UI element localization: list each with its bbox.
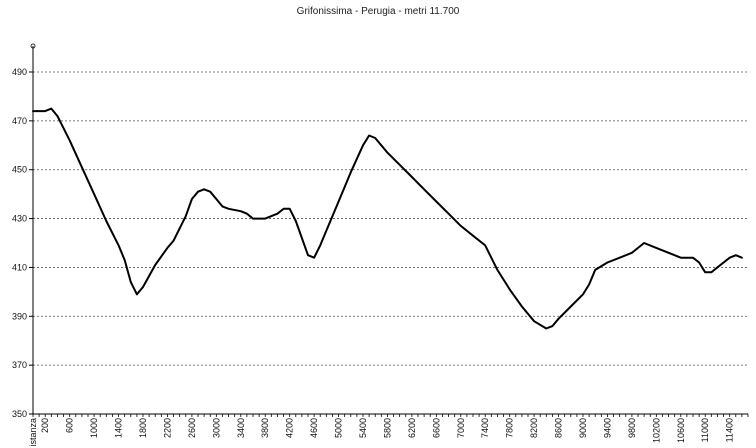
y-tick-label: 390 [12, 311, 27, 321]
x-tick-labels: istanza 200 600 1000 1400 1800 2200 2600 3000 340… [28, 418, 735, 447]
chart-title: Grifonissima - Perugia - metri 11.700 [296, 6, 460, 17]
x-tick-label: 10200 [651, 418, 661, 443]
y-tick-labels: 350 370 390 410 430 450 470 490 [12, 67, 27, 419]
x-tick-label: istanza [28, 418, 38, 447]
x-tick-label: 7000 [456, 418, 466, 438]
series-line-0 [32, 107, 743, 330]
grid-lines [33, 71, 748, 366]
x-tick-label: 5000 [334, 418, 344, 438]
x-tick-label: 4200 [285, 418, 295, 438]
x-tick-label: 4600 [309, 418, 319, 438]
x-tick-label: 6200 [407, 418, 417, 438]
x-tick-label: 600 [65, 418, 75, 433]
y-tick-label: 470 [12, 116, 27, 126]
x-tick-label: 2600 [187, 418, 197, 438]
y-tick-label: 450 [12, 165, 27, 175]
y-tick-label: 370 [12, 360, 27, 370]
y-tick-label: 430 [12, 214, 27, 224]
x-tick-label: 10600 [676, 418, 686, 443]
x-tick-label: 200 [40, 418, 50, 433]
x-tick-label: 5400 [358, 418, 368, 438]
x-tick-label: 3400 [236, 418, 246, 438]
x-tick-label: 1000 [89, 418, 99, 438]
y-tick-label: 410 [12, 262, 27, 272]
x-tick-label: 2200 [162, 418, 172, 438]
x-tick-label: 11000 [700, 418, 710, 442]
x-tick-label: 3800 [260, 418, 270, 438]
x-tick-label: 1800 [138, 418, 148, 438]
x-tick-label: 11400 [725, 418, 735, 442]
x-tick-label: 3000 [211, 418, 221, 438]
x-tick-label: 1400 [114, 418, 124, 438]
x-tick-label: 9000 [578, 418, 588, 438]
x-tick-label: 7400 [480, 418, 490, 438]
x-tick-label: 6600 [431, 418, 441, 438]
x-tick-label: 9800 [627, 418, 637, 438]
x-tick-label: 7800 [505, 418, 515, 438]
x-tick-label: 8600 [554, 418, 564, 438]
axes [29, 43, 749, 417]
x-tick-label: 9400 [602, 418, 612, 438]
x-tick-label: 5800 [382, 418, 392, 438]
series-group [32, 107, 743, 330]
y-tick-label: 490 [12, 67, 27, 77]
y-tick-label: 350 [12, 409, 27, 419]
x-tick-label: 8200 [529, 418, 539, 438]
y-axis-end-marker [30, 43, 36, 49]
